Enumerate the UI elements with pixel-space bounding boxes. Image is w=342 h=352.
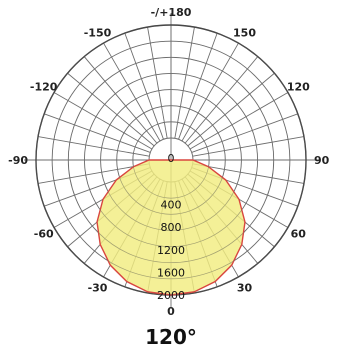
- angle-tick-label: 150: [233, 27, 256, 40]
- center-tick-label: 0: [168, 152, 175, 165]
- radial-tick-labels: 400 800 1200 1600 2000 0: [157, 152, 185, 302]
- grid-spoke: [53, 92, 153, 150]
- grid-circle-overlay: [67, 56, 275, 264]
- beam-angle-label: 120°: [145, 325, 197, 349]
- grid-spoke: [184, 56, 259, 144]
- grid-spoke: [174, 26, 195, 139]
- grid-spoke: [103, 42, 161, 142]
- grid-spoke: [67, 72, 155, 147]
- grid-circle-overlay: [100, 89, 242, 231]
- angle-tick-labels: 0 30 -30 60 -60 90 -90 120 -120 150 -150 -/+180: [8, 6, 330, 318]
- grid-spoke: [181, 42, 239, 142]
- grid-spoke: [191, 113, 299, 153]
- angle-tick-label: 90: [314, 154, 330, 167]
- angle-tick-label: 30: [237, 281, 253, 294]
- grid-circle-overlay: [51, 40, 291, 280]
- grid-spoke: [37, 136, 150, 157]
- grid-spoke: [124, 32, 164, 140]
- radial-tick-label: 2000: [157, 289, 185, 302]
- angle-tick-label: 0: [167, 305, 175, 318]
- angle-tick-label: -120: [30, 81, 58, 94]
- radial-tick-label: 400: [161, 199, 182, 212]
- angle-tick-label: -/+180: [151, 6, 192, 19]
- radial-tick-label: 1600: [157, 266, 185, 279]
- grid-spoke: [192, 136, 305, 157]
- grid-spoke: [43, 113, 151, 153]
- grid-spoke: [178, 32, 218, 140]
- radial-tick-label: 800: [161, 221, 182, 234]
- grid-spoke: [37, 163, 150, 184]
- intensity-curve: [96, 159, 246, 296]
- grid-spoke: [187, 72, 275, 147]
- grid-circle-overlay: [84, 73, 258, 247]
- angle-tick-label: 120: [287, 81, 310, 94]
- grid-circle-overlay: [116, 105, 226, 215]
- grid-spoke: [189, 92, 289, 150]
- intensity-curve-group: [35, 24, 307, 296]
- grid-circle-overlay: [35, 24, 307, 296]
- angle-tick-label: -90: [8, 154, 28, 167]
- grid-spoke: [147, 26, 168, 139]
- grid-spoke: [192, 163, 305, 184]
- angle-tick-label: -60: [34, 228, 54, 241]
- angle-tick-label: -150: [84, 27, 112, 40]
- angle-tick-label: 60: [291, 228, 307, 241]
- grid-spoke: [83, 56, 158, 144]
- radial-tick-label: 1200: [157, 244, 185, 257]
- angle-tick-label: -30: [88, 281, 108, 294]
- grid-circle-overlay: [132, 121, 210, 199]
